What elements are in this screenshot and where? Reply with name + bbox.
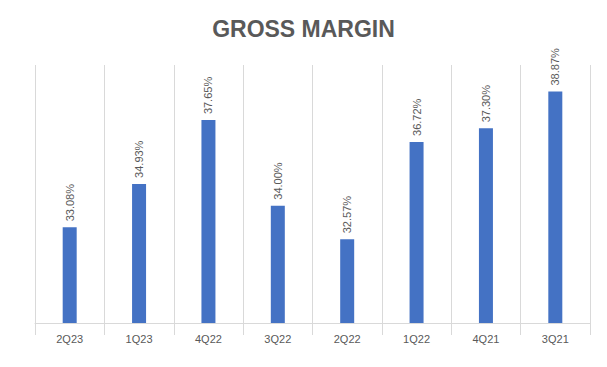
svg-text:1Q23: 1Q23 [126,333,153,345]
svg-text:34.00%: 34.00% [272,162,284,200]
svg-text:34.93%: 34.93% [133,140,145,178]
svg-text:1Q22: 1Q22 [403,333,430,345]
svg-text:36.72%: 36.72% [411,98,423,136]
svg-text:GROSS MARGIN: GROSS MARGIN [212,16,395,42]
svg-text:38.87%: 38.87% [549,48,561,86]
svg-text:2Q22: 2Q22 [334,333,361,345]
svg-text:37.65%: 37.65% [202,77,214,115]
svg-text:33.08%: 33.08% [64,184,76,222]
svg-text:4Q21: 4Q21 [472,333,499,345]
svg-text:32.57%: 32.57% [341,196,353,234]
svg-text:3Q22: 3Q22 [264,333,291,345]
svg-text:37.30%: 37.30% [480,85,492,123]
svg-text:2Q23: 2Q23 [56,333,83,345]
svg-text:4Q22: 4Q22 [195,333,222,345]
svg-text:3Q21: 3Q21 [542,333,569,345]
